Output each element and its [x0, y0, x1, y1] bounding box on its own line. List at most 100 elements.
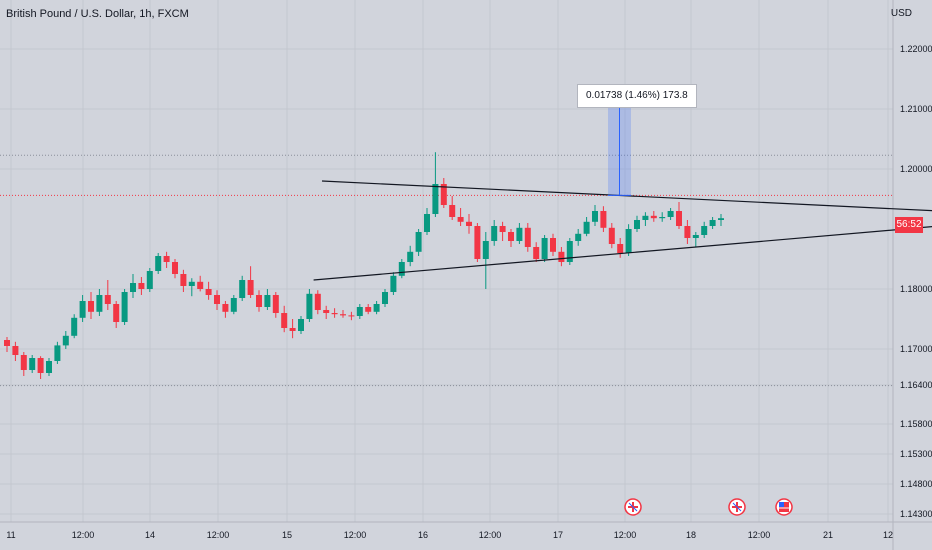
candle-body [508, 232, 514, 241]
candle-body [12, 346, 19, 355]
candle-body [306, 293, 313, 319]
candle [449, 196, 456, 220]
candle-body [71, 317, 78, 336]
y-tick-label: 1.15300 [900, 449, 932, 459]
candle [340, 310, 346, 318]
candle [575, 229, 582, 246]
candle [373, 301, 380, 315]
candle-body [566, 241, 573, 262]
y-tick-label: 1.14300 [900, 509, 932, 519]
candle-body [382, 292, 388, 304]
candle [230, 295, 237, 315]
uk-flag-icon [624, 498, 642, 516]
candle [306, 289, 313, 322]
chart-title: British Pound / U.S. Dollar, 1h, FXCM [6, 8, 189, 20]
x-tick-label: 12:00 [344, 530, 367, 540]
candle [104, 280, 111, 310]
candle [667, 208, 674, 220]
candle [701, 221, 708, 238]
y-tick-label: 1.22000 [900, 44, 932, 54]
candle [281, 305, 288, 333]
candle-body [558, 251, 565, 262]
candle-body [659, 217, 666, 219]
candle [600, 206, 607, 232]
horizontal-levels [0, 154, 893, 387]
y-tick-label: 1.16400 [900, 380, 932, 390]
candle-body [281, 313, 288, 328]
x-tick-label: 17 [553, 530, 563, 540]
candle [432, 152, 439, 217]
candle [499, 221, 506, 241]
candle [214, 290, 220, 310]
candle [79, 295, 86, 322]
candle-body [709, 220, 716, 226]
candle [46, 358, 52, 376]
flag-diag [628, 502, 638, 512]
candle [62, 331, 69, 349]
candle-body [516, 227, 523, 241]
candle [323, 305, 330, 319]
trendline-lower [313, 226, 932, 281]
candle-body [289, 328, 296, 331]
current-price-countdown: 56:52 [895, 217, 923, 233]
candle-body [424, 214, 430, 232]
candle-body [138, 283, 145, 289]
x-axis: 11 12:00 14 12:00 15 12:00 16 12:00 17 12:00 18 12:… [6, 530, 893, 540]
candle-body [432, 184, 439, 214]
candle [54, 341, 61, 364]
candle-body [667, 211, 674, 217]
candle [247, 266, 254, 298]
candle-body [323, 310, 330, 313]
candle-body [104, 295, 111, 304]
candle-body [130, 283, 136, 292]
candle-body [600, 211, 607, 228]
candle-body [272, 295, 279, 313]
y-axis: 1.22000 1.21000 1.20000 1.18000 1.17000 1.164… [900, 44, 932, 519]
candle [272, 292, 279, 318]
candle-body [79, 301, 86, 318]
candle-body [701, 226, 708, 235]
candle-body [642, 215, 649, 220]
measure-label: 0.01738 (1.46%) 173.8 [577, 84, 697, 108]
candle [180, 269, 187, 292]
candle-body [230, 298, 237, 312]
candle-body [256, 295, 262, 307]
candle [398, 259, 405, 279]
trendlines [313, 180, 932, 281]
candle-body [356, 307, 363, 316]
candle-body [398, 262, 405, 276]
candle [138, 277, 145, 295]
flag-canton [779, 502, 784, 507]
candle [558, 247, 565, 267]
x-tick-label: 12:00 [207, 530, 230, 540]
candle-body [407, 251, 414, 262]
candle-body [415, 232, 422, 252]
candle-body [46, 361, 52, 373]
candle [634, 215, 640, 232]
candle-body [692, 235, 699, 238]
candle [12, 341, 19, 361]
candle [4, 337, 10, 352]
candle-body [373, 304, 380, 312]
candle-body [617, 244, 624, 253]
candle-body [298, 319, 304, 331]
candle-body [440, 184, 447, 205]
candle [155, 253, 162, 274]
candle [113, 301, 120, 328]
candle-body [340, 314, 346, 316]
candle-body [264, 295, 271, 307]
candle [491, 220, 498, 246]
candle-body [163, 256, 170, 262]
candle-body [650, 215, 657, 219]
candle [298, 316, 304, 334]
y-tick-label: 1.17000 [900, 344, 932, 354]
candle [96, 289, 103, 316]
candle [146, 268, 153, 292]
candle-body [474, 226, 481, 259]
candle-body [676, 211, 682, 226]
candles [4, 152, 724, 379]
candle [533, 242, 540, 262]
candle-body [214, 295, 220, 304]
candle [222, 301, 229, 318]
